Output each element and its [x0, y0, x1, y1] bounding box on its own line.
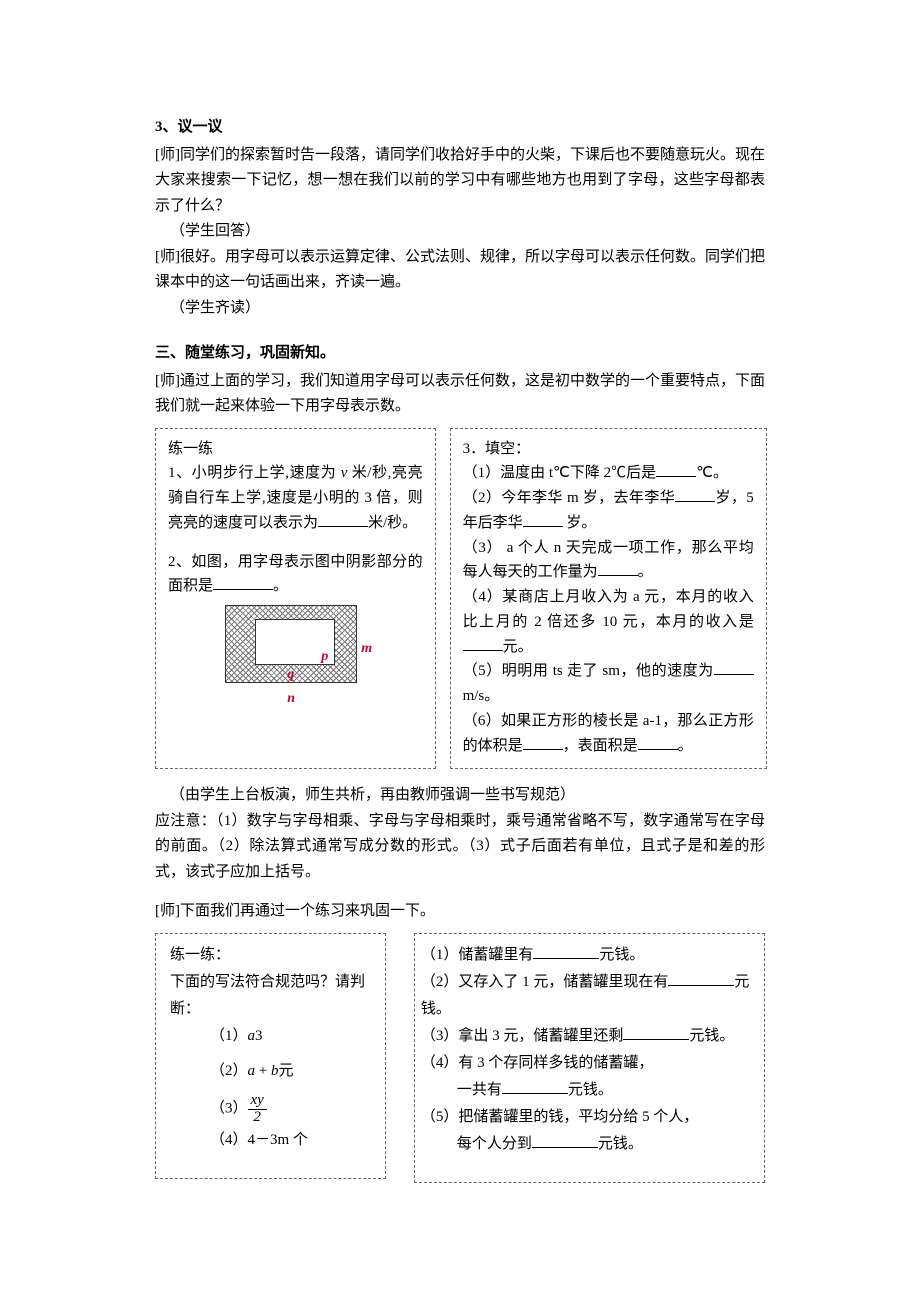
br2-blank — [668, 971, 734, 986]
rectangle-diagram: p q m n — [225, 605, 365, 697]
section-1-p4: （学生齐读） — [155, 296, 765, 322]
box-left-q2: 2、如图，用字母表示图中阴影部分的面积是。 — [168, 550, 423, 600]
br5-blank — [532, 1133, 598, 1148]
section-1-title: 3、议一议 — [155, 115, 765, 141]
q2-text-b: 。 — [273, 578, 288, 594]
br2a: （2）又存入了 1 元，储蓄罐里现在有 — [421, 974, 669, 990]
label-q: q — [287, 663, 294, 686]
exercise-box-2-right: （1）储蓄罐里有元钱。 （2）又存入了 1 元，储蓄罐里现在有元钱。 （3）拿出… — [414, 933, 765, 1183]
section-1-p2: （学生回答） — [155, 219, 765, 245]
r2-blank1 — [675, 487, 715, 502]
r1-blank — [656, 462, 696, 477]
box2-left-heading: 练一练： — [170, 942, 371, 969]
br3-blank — [623, 1025, 689, 1040]
br-line-5: （5）把储蓄罐里的钱，平均分给 5 个人， — [421, 1104, 758, 1131]
q1-blank — [318, 512, 368, 527]
frac-den: 2 — [248, 1110, 267, 1126]
br3b: 元钱。 — [689, 1028, 734, 1044]
section-1-p1: [师]同学们的探索暂时告一段落，请同学们收拾好手中的火柴，下课后也不要随意玩火。… — [155, 143, 765, 220]
r2a: （2）今年李华 m 岁，去年李华 — [463, 490, 676, 506]
r3b: 。 — [638, 564, 653, 580]
item-1: （1）a3 — [210, 1023, 371, 1050]
r5a: （5）明明用 ts 走了 sm，他的速度为 — [463, 663, 714, 679]
label-p: p — [321, 645, 328, 668]
br5subb: 元钱。 — [598, 1136, 643, 1152]
r5-blank — [714, 660, 754, 675]
fraction: xy2 — [248, 1091, 267, 1128]
frac-num: xy — [248, 1093, 267, 1110]
q2-blank — [213, 575, 273, 590]
br-line-2: （2）又存入了 1 元，储蓄罐里现在有元钱。 — [421, 969, 758, 1023]
r2c: 岁。 — [563, 515, 597, 531]
i1a: a — [248, 1028, 256, 1044]
section-2-p1: [师]通过上面的学习，我们知道用字母可以表示任何数，这是初中数学的一个重要特点，… — [155, 369, 765, 420]
br1b: 元钱。 — [599, 947, 644, 963]
r-line-2: （2）今年李华 m 岁，去年李华岁，5 年后李华 岁。 — [463, 486, 754, 536]
r4a: （4）某商店上月收入为 a 元，本月的收入比上月的 2 倍还多 10 元，本月的… — [463, 589, 754, 630]
after-p3: [师]下面我们再通过一个练习来巩固一下。 — [155, 899, 765, 925]
box-left-q1: 1、小明步行上学,速度为 v 米/秒,亮亮骑自行车上学,速度是小明的 3 倍，则… — [168, 461, 423, 535]
q1-text-c: 米/秒。 — [368, 515, 417, 531]
label-n: n — [287, 687, 295, 710]
after-p2: 应注意：（1）数字与字母相乘、字母与字母相乘时，乘号通常省略不写，数字通常写在字… — [155, 809, 765, 886]
after-p1: （由学生上台板演，师生共析，再由教师强调一些书写规范） — [155, 783, 765, 809]
br-line-3: （3）拿出 3 元，储蓄罐里还剩 元钱。 — [421, 1023, 758, 1050]
br-line-1: （1）储蓄罐里有 元钱。 — [421, 942, 758, 969]
r4-blank — [463, 636, 503, 651]
exercise-row-1: 练一练 1、小明步行上学,速度为 v 米/秒,亮亮骑自行车上学,速度是小明的 3… — [155, 428, 765, 770]
r-line-3: （3） a 个人 n 天完成一项工作，那么平均每人每天的工作量为。 — [463, 536, 754, 586]
box2-left-sub: 下面的写法符合规范吗？请判断： — [170, 969, 371, 1023]
r5b: m/s。 — [463, 688, 500, 704]
br-line-4: （4）有 3 个存同样多钱的储蓄罐， — [421, 1050, 758, 1077]
exercise-box-left: 练一练 1、小明步行上学,速度为 v 米/秒,亮亮骑自行车上学,速度是小明的 3… — [155, 428, 436, 770]
i3p: （3） — [210, 1100, 248, 1116]
exercise-row-2: 练一练： 下面的写法符合规范吗？请判断： （1）a3 （2）a + b元 （3）… — [155, 933, 765, 1183]
br4-blank — [502, 1079, 568, 1094]
section-1-p3: [师]很好。用字母可以表示运算定律、公式法则、规律，所以字母可以表示任何数。同学… — [155, 245, 765, 296]
exercise-box-right: 3．填空： （1）温度由 t℃下降 2℃后是 ℃。 （2）今年李华 m 岁，去年李… — [450, 428, 767, 770]
br-line-5-sub: 每个人分到 元钱。 — [421, 1131, 758, 1158]
br1a: （1）储蓄罐里有 — [421, 947, 534, 963]
r-line-1: （1）温度由 t℃下降 2℃后是 ℃。 — [463, 461, 754, 486]
i2a: a — [248, 1063, 256, 1079]
i2p: （2） — [210, 1063, 248, 1079]
r-line-4: （4）某商店上月收入为 a 元，本月的收入比上月的 2 倍还多 10 元，本月的… — [463, 585, 754, 659]
r6-blank1 — [523, 735, 563, 750]
r1a: （1）温度由 t℃下降 2℃后是 — [463, 465, 657, 481]
br4subb: 元钱。 — [568, 1082, 613, 1098]
item-2: （2）a + b元 — [210, 1058, 371, 1085]
br-line-4-sub: 一共有 元钱。 — [421, 1077, 758, 1104]
r6c: 。 — [678, 738, 693, 754]
i1s: 3 — [255, 1028, 263, 1044]
i2u: 元 — [278, 1063, 293, 1079]
i2plus: + — [255, 1063, 271, 1079]
br1-blank — [533, 944, 599, 959]
r4b: 元。 — [503, 639, 533, 655]
r-line-5: （5）明明用 ts 走了 sm，他的速度为 m/s。 — [463, 659, 754, 709]
r6b: ，表面积是 — [563, 738, 638, 754]
label-m: m — [361, 637, 372, 660]
i1p: （1） — [210, 1028, 248, 1044]
box2-left-list: （1）a3 （2）a + b元 （3）xy2 （4）4－3m 个 — [170, 1023, 371, 1155]
q1-text-a: 1、小明步行上学,速度为 — [168, 465, 341, 481]
q2-text-a: 2、如图，用字母表示图中阴影部分的面积是 — [168, 554, 423, 595]
exercise-box-2-left: 练一练： 下面的写法符合规范吗？请判断： （1）a3 （2）a + b元 （3）… — [155, 933, 386, 1180]
br5suba: 每个人分到 — [457, 1136, 532, 1152]
br4suba: 一共有 — [457, 1082, 502, 1098]
box-right-heading: 3．填空： — [463, 437, 754, 462]
r2-blank2 — [523, 512, 563, 527]
item-3: （3）xy2 — [210, 1091, 371, 1128]
item-4: （4）4－3m 个 — [210, 1127, 371, 1154]
section-2-title: 三、随堂练习，巩固新知。 — [155, 341, 765, 367]
r6-blank2 — [638, 735, 678, 750]
r3-blank — [598, 561, 638, 576]
r-line-6: （6）如果正方形的棱长是 a-1，那么正方形的体积是，表面积是。 — [463, 709, 754, 759]
br3a: （3）拿出 3 元，储蓄罐里还剩 — [421, 1028, 624, 1044]
r1b: ℃。 — [696, 465, 728, 481]
box-left-heading: 练一练 — [168, 437, 423, 462]
